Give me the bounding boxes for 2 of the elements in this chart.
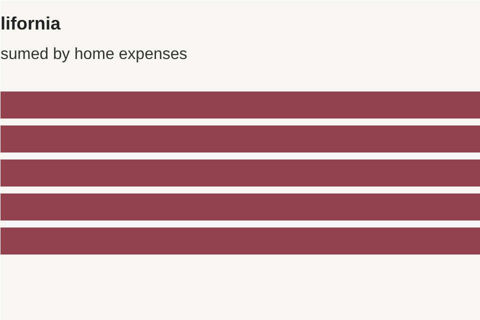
chart-title: lifornia: [0, 14, 62, 34]
chart-subtitle: sumed by home expenses: [0, 46, 188, 63]
